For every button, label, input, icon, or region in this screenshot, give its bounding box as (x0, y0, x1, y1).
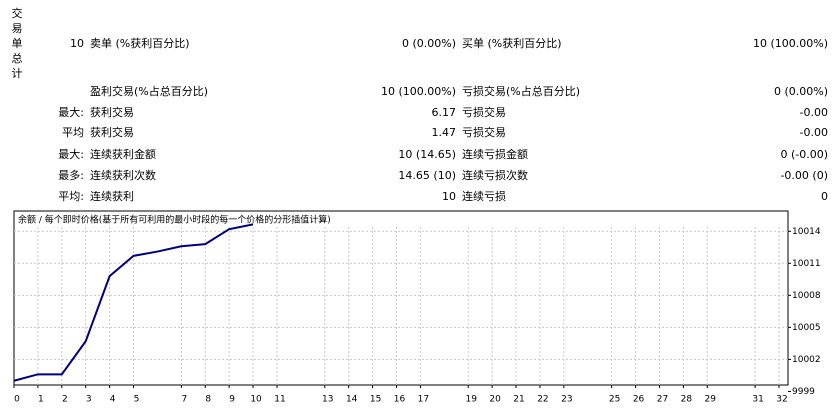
right-label: 连续亏损金额 (462, 148, 528, 161)
x-tick-label: 7 (181, 395, 187, 405)
y-tick-label: 10002 (792, 355, 821, 365)
right-value: -0.00 (799, 106, 828, 119)
x-tick-label: 2 (62, 395, 68, 405)
y-tick-label: 10005 (792, 323, 821, 333)
x-tick-label: 26 (633, 395, 645, 405)
right-label: 买单 (%获利百分比) (462, 37, 562, 50)
left-value: 10 (14.65) (398, 148, 456, 161)
x-tick-label: 28 (681, 395, 693, 405)
x-tick-label: 22 (537, 395, 548, 405)
left-value: 10 (442, 190, 456, 203)
right-value: 0 (821, 190, 828, 203)
x-tick-label: 14 (346, 395, 358, 405)
left-label: 连续获利金额 (90, 148, 156, 161)
left-label: 获利交易 (90, 106, 134, 119)
left-value: 1.47 (431, 126, 457, 139)
right-label: 亏损交易(%占总百分比) (462, 85, 581, 98)
row-prefix: 平均: (58, 190, 84, 203)
x-tick-label: 10 (250, 395, 262, 405)
x-tick-label: 27 (657, 395, 668, 405)
right-label: 连续亏损次数 (462, 169, 528, 182)
right-value: 0 (0.00%) (773, 85, 828, 98)
row-prefix: 最大: (58, 106, 84, 119)
y-tick-label: 9999 (792, 387, 815, 397)
row-prefix: 10 (70, 37, 84, 50)
x-tick-label: 19 (465, 395, 477, 405)
left-label: 盈利交易(%占总百分比) (90, 85, 209, 98)
right-value: 0 (-0.00) (780, 148, 828, 161)
chart-title: 余额 / 每个即时价格(基于所有可利用的最小时段的每一个价格的分形插值计算) (18, 214, 331, 226)
right-value: -0.00 (0) (780, 169, 828, 182)
balance-line (13, 223, 254, 382)
x-tick-label: 3 (86, 395, 92, 405)
left-label: 获利交易 (90, 126, 134, 139)
x-tick-label: 21 (513, 395, 524, 405)
left-value: 6.17 (431, 106, 457, 119)
y-tick-label: 10014 (792, 227, 821, 237)
y-tick-label: 10008 (792, 291, 821, 301)
x-tick-label: 8 (205, 395, 211, 405)
row-prefix: 最大: (58, 148, 84, 161)
left-label: 连续获利 (90, 190, 134, 203)
x-tick-label: 9 (229, 395, 235, 405)
left-value: 0 (0.00%) (401, 37, 456, 50)
x-tick-label: 31 (752, 395, 763, 405)
left-label: 连续获利次数 (90, 169, 156, 182)
x-tick-label: 5 (134, 395, 140, 405)
right-label: 连续亏损 (462, 190, 506, 203)
right-label: 亏损交易 (462, 126, 506, 139)
left-label: 卖单 (%获利百分比) (90, 37, 190, 50)
row-prefix: 最多: (58, 169, 84, 182)
x-tick-label: 29 (705, 395, 717, 405)
x-tick-label: 4 (110, 395, 116, 405)
x-tick-label: 17 (418, 395, 429, 405)
x-tick-label: 15 (370, 395, 381, 405)
x-tick-label: 16 (394, 395, 406, 405)
right-value: -0.00 (799, 126, 828, 139)
row-prefix: 平均 (62, 126, 84, 139)
x-tick-label: 11 (274, 395, 285, 405)
left-value: 10 (100.00%) (380, 85, 456, 98)
right-value: 10 (100.00%) (752, 37, 828, 50)
x-tick-label: 13 (322, 395, 333, 405)
y-tick-label: 10011 (792, 259, 821, 269)
x-tick-label: 1 (38, 395, 44, 405)
x-tick-label: 23 (561, 395, 572, 405)
left-value: 14.65 (10) (398, 169, 456, 182)
x-tick-label: 32 (776, 395, 787, 405)
x-tick-label: 20 (489, 395, 501, 405)
sidebar-label: 交易单总计 (11, 7, 23, 80)
right-label: 亏损交易 (462, 106, 506, 119)
x-tick-label: 0 (14, 395, 20, 405)
x-tick-label: 25 (609, 395, 620, 405)
